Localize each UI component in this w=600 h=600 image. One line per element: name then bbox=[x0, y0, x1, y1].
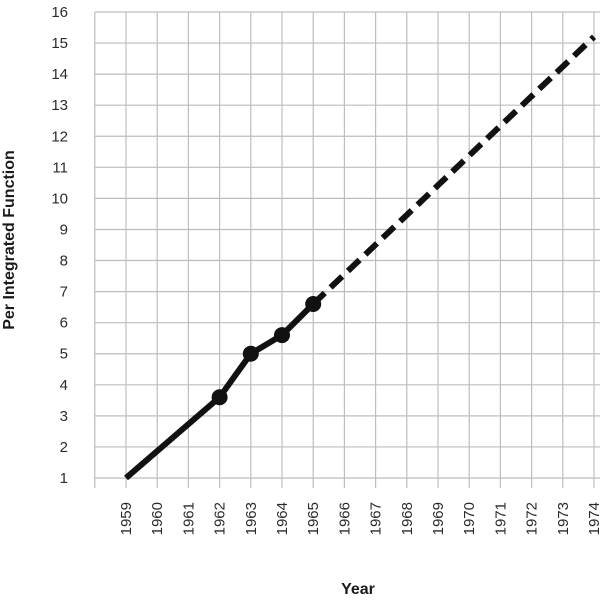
y-tick-label: 10 bbox=[51, 190, 68, 207]
x-tick-label: 1974 bbox=[586, 502, 600, 535]
y-tick-label: 3 bbox=[60, 408, 68, 425]
y-tick-label: 15 bbox=[51, 35, 68, 52]
x-tick-label: 1966 bbox=[336, 502, 353, 535]
y-tick-label: 9 bbox=[60, 221, 68, 238]
y-tick-label: 8 bbox=[60, 253, 68, 270]
grid bbox=[94, 11, 600, 488]
y-axis-title: Per Integrated Function bbox=[1, 150, 18, 330]
y-tick-label: 14 bbox=[51, 66, 68, 83]
x-axis-tick-labels: 1959 1960 1961 1962 1963 1964 1965 1966 1967 1968… bbox=[118, 502, 600, 535]
projection-line bbox=[311, 34, 597, 307]
y-tick-label: 7 bbox=[60, 284, 68, 301]
data-point bbox=[211, 389, 228, 406]
x-tick-label: 1960 bbox=[149, 502, 166, 535]
x-tick-label: 1973 bbox=[555, 502, 572, 535]
x-tick-label: 1959 bbox=[118, 502, 135, 535]
y-tick-label: 13 bbox=[51, 97, 68, 114]
data-point bbox=[242, 345, 259, 362]
x-tick-label: 1963 bbox=[243, 502, 260, 535]
y-tick-label: 5 bbox=[60, 346, 68, 363]
y-tick-label: 6 bbox=[60, 315, 68, 332]
y-tick-label: 2 bbox=[60, 439, 68, 456]
x-tick-label: 1962 bbox=[212, 502, 229, 535]
x-tick-label: 1968 bbox=[399, 502, 416, 535]
x-tick-label: 1965 bbox=[305, 502, 322, 535]
x-tick-label: 1972 bbox=[524, 502, 541, 535]
x-tick-label: 1961 bbox=[180, 502, 197, 535]
data-point bbox=[274, 327, 290, 344]
x-tick-label: 1967 bbox=[368, 502, 385, 535]
y-tick-label: 11 bbox=[52, 159, 68, 176]
x-tick-label: 1971 bbox=[492, 502, 509, 535]
x-axis-title: Year bbox=[341, 581, 375, 598]
x-tick-label: 1964 bbox=[274, 502, 291, 535]
x-tick-label: 1970 bbox=[461, 502, 478, 535]
series-group bbox=[124, 34, 597, 481]
y-tick-label: 16 bbox=[51, 4, 68, 21]
y-axis-tick-labels: 16 15 14 13 12 11 10 9 8 7 6 5 4 3 2 1 bbox=[51, 4, 68, 487]
y-tick-label: 12 bbox=[51, 128, 68, 145]
y-tick-label: 1 bbox=[60, 470, 68, 487]
x-tick-label: 1969 bbox=[430, 502, 447, 535]
y-tick-label: 4 bbox=[60, 377, 68, 394]
